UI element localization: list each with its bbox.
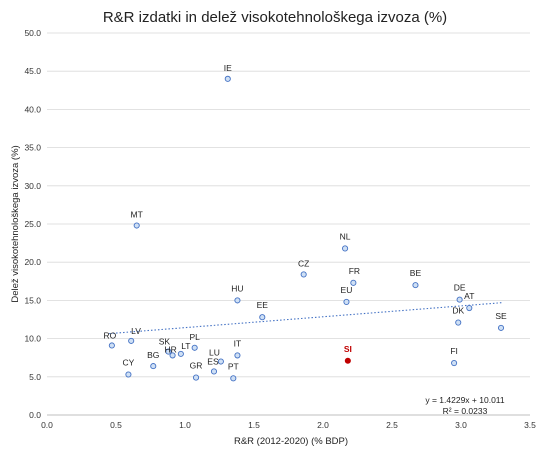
data-point-cz xyxy=(300,271,307,278)
y-tick-label: 10.0 xyxy=(24,334,41,344)
y-tick-label: 5.0 xyxy=(29,372,41,382)
data-point-de xyxy=(456,296,463,303)
point-label-dk: DK xyxy=(452,306,464,316)
data-points xyxy=(108,75,505,382)
y-tick-label: 40.0 xyxy=(24,104,41,114)
point-label-hr: HR xyxy=(164,344,176,354)
data-point-bg xyxy=(150,363,157,370)
point-label-pt: PT xyxy=(228,361,239,371)
data-point-gr xyxy=(192,374,200,381)
point-label-pl: PL xyxy=(189,332,200,342)
data-point-si xyxy=(344,357,351,364)
point-label-eu: EU xyxy=(341,285,353,295)
point-label-mt: MT xyxy=(131,210,143,220)
point-label-se: SE xyxy=(495,311,507,321)
y-axis-label: Delež visokotehnološkega izvoza (%) xyxy=(10,145,21,302)
point-label-fr: FR xyxy=(349,266,360,276)
x-tick-label: 3.5 xyxy=(524,420,536,430)
point-label-de: DE xyxy=(454,283,466,293)
data-point-es xyxy=(210,368,218,375)
data-point-eu xyxy=(343,298,350,305)
y-tick-label: 25.0 xyxy=(24,219,41,229)
x-tick-label: 2.5 xyxy=(386,420,398,430)
chart-title: R&R izdatki in delež visokotehnološkega … xyxy=(103,9,447,26)
y-tick-label: 50.0 xyxy=(24,28,41,38)
point-label-hu: HU xyxy=(231,283,243,293)
x-tick-label: 2.0 xyxy=(317,420,329,430)
data-point-ee xyxy=(259,314,266,321)
point-label-cy: CY xyxy=(123,358,135,368)
data-point-pl xyxy=(191,344,198,351)
y-tick-label: 30.0 xyxy=(24,181,41,191)
point-label-lt: LT xyxy=(181,341,190,351)
data-point-fi xyxy=(451,359,458,367)
point-label-si: SI xyxy=(344,344,352,354)
data-point-se xyxy=(497,324,505,331)
data-point-mt xyxy=(133,222,140,229)
data-point-it xyxy=(234,352,241,359)
point-label-sk: SK xyxy=(159,337,171,347)
point-label-cz: CZ xyxy=(298,258,309,268)
data-point-pt xyxy=(230,375,237,382)
data-point-hu xyxy=(234,297,241,304)
trendline-r-squared: R² = 0.0233 xyxy=(443,406,488,416)
data-point-at xyxy=(466,304,473,312)
data-point-dk xyxy=(455,319,462,326)
point-label-fi: FI xyxy=(450,346,458,356)
point-label-it: IT xyxy=(234,338,242,348)
point-label-ie: IE xyxy=(224,63,232,73)
data-point-ro xyxy=(108,342,115,349)
y-tick-label: 35.0 xyxy=(24,143,41,153)
x-axis-label: R&R (2012-2020) (% BDP) xyxy=(234,436,348,447)
point-label-es: ES xyxy=(207,356,219,366)
x-tick-label: 1.5 xyxy=(248,420,260,430)
y-tick-label: 15.0 xyxy=(24,295,41,305)
data-point-hr xyxy=(169,352,176,359)
point-label-ee: EE xyxy=(257,300,269,310)
y-tick-label: 20.0 xyxy=(24,257,41,267)
trendline-group xyxy=(109,302,503,335)
x-tick-label: 0.0 xyxy=(41,420,53,430)
y-tick-label: 45.0 xyxy=(24,66,41,76)
point-label-lv: LV xyxy=(131,326,141,336)
x-tick-label: 3.0 xyxy=(455,420,467,430)
point-label-nl: NL xyxy=(340,231,351,241)
point-label-gr: GR xyxy=(190,361,203,371)
trendline-equation: y = 1.4229x + 10.011 xyxy=(425,395,505,405)
data-point-ie xyxy=(224,75,231,82)
y-tick-labels: 0.0 5.0 10.0 15.0 20.0 25.0 30.0 35.0 40.0 45.0 50… xyxy=(24,28,41,420)
data-point-be xyxy=(412,282,419,289)
data-point-lu xyxy=(217,358,224,365)
data-point-nl xyxy=(342,245,349,252)
data-point-lt xyxy=(177,350,184,357)
x-tick-labels: 0.0 0.5 1.0 1.5 2.0 2.5 3.0 3.5 xyxy=(41,420,536,430)
point-label-be: BE xyxy=(410,268,422,278)
data-point-fr xyxy=(350,279,357,286)
point-label-bg: BG xyxy=(147,350,159,360)
trendline xyxy=(109,302,503,335)
point-label-lu: LU xyxy=(209,348,220,358)
y-tick-label: 0.0 xyxy=(29,410,41,420)
data-point-lv xyxy=(128,337,135,344)
x-tick-label: 0.5 xyxy=(110,420,122,430)
data-point-cy xyxy=(125,371,132,378)
gridlines xyxy=(47,32,530,378)
point-label-ro: RO xyxy=(103,330,116,340)
x-tick-label: 1.0 xyxy=(179,420,191,430)
data-point-sk xyxy=(165,348,172,355)
point-label-at: AT xyxy=(464,291,474,301)
